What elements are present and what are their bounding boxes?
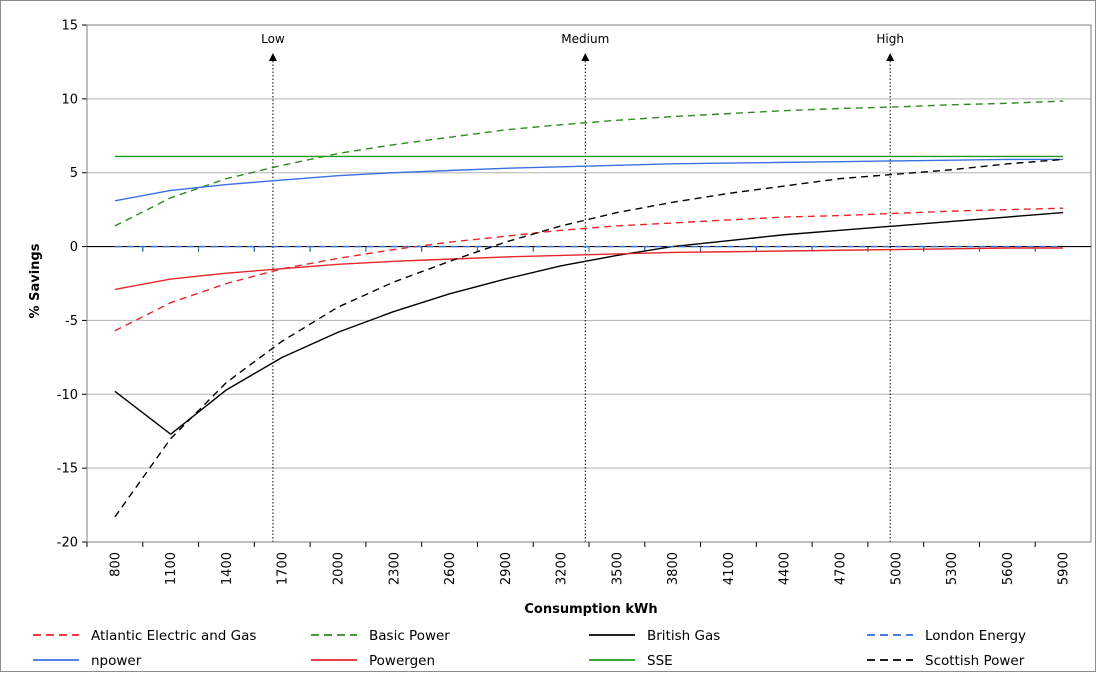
plot-area-border (86, 24, 1092, 543)
legend-label: Atlantic Electric and Gas (91, 628, 256, 644)
x-tick-label: 2600 (443, 552, 458, 585)
series-line (114, 247, 1064, 291)
legend-item: London Energy (867, 628, 1026, 644)
legend-item: Powergen (311, 653, 435, 669)
annotation-layer: Low Medium High (261, 32, 904, 542)
x-tick-label: 2900 (499, 552, 514, 585)
y-tick-label: 10 (61, 92, 78, 107)
legend-label: Scottish Power (925, 653, 1025, 669)
axes: 15 10 5 0 -5 -10 -15 -20 800 1100 1400 1700 2000 2300… (57, 19, 1092, 585)
legend-item: npower (33, 653, 142, 669)
x-tick-label: 5000 (889, 552, 904, 585)
series-line (114, 207, 1064, 332)
y-tick-label: -5 (65, 314, 78, 329)
legend-label: British Gas (647, 628, 720, 644)
y-tick-label: -10 (57, 388, 78, 403)
x-tick-label: 3500 (610, 552, 625, 585)
annotation-label: High (876, 32, 904, 46)
x-tick-label: 4400 (778, 552, 793, 585)
legend-item: SSE (589, 653, 673, 669)
series-line (114, 158, 1064, 518)
legend-item: Atlantic Electric and Gas (33, 628, 256, 644)
legend-item: British Gas (589, 628, 720, 644)
legend: Atlantic Electric and Gas Basic Power Brit… (33, 628, 1026, 669)
legend-label: London Energy (925, 628, 1026, 644)
annotation-label: Medium (561, 32, 609, 46)
series-line (114, 100, 1064, 227)
x-tick-label: 4100 (722, 552, 737, 585)
y-tick-label: -20 (57, 536, 78, 551)
x-axis-title: Consumption kWh (524, 602, 657, 617)
legend-label: SSE (647, 653, 673, 669)
x-tick-label: 2000 (332, 552, 347, 585)
y-tick-label: 0 (70, 240, 78, 255)
x-tick-label: 4700 (834, 552, 849, 585)
legend-item: Scottish Power (867, 653, 1025, 669)
x-tick-label: 1100 (164, 552, 179, 585)
x-tick-label: 800 (108, 552, 123, 577)
x-tick-label: 2300 (387, 552, 402, 585)
y-tick-label: 5 (70, 166, 78, 181)
legend-label: Basic Power (369, 628, 450, 644)
y-tick-label: -15 (57, 462, 78, 477)
annotation-label: Low (261, 32, 285, 46)
x-tick-label: 5600 (1001, 552, 1016, 585)
x-tick-label: 1400 (220, 552, 235, 585)
legend-item: Basic Power (311, 628, 450, 644)
x-tick-label: 3800 (666, 552, 681, 585)
series-layer (114, 100, 1064, 518)
x-tick-label: 5300 (945, 552, 960, 585)
series-line (114, 158, 1064, 202)
x-tick-label: 1700 (276, 552, 291, 585)
y-axis-title: % Savings (28, 243, 43, 318)
y-tick-label: 15 (61, 19, 78, 34)
legend-label: npower (91, 653, 142, 669)
x-tick-label: 5900 (1057, 552, 1072, 585)
x-tick-label: 3200 (555, 552, 570, 585)
legend-label: Powergen (369, 653, 435, 669)
series-line (114, 211, 1064, 435)
